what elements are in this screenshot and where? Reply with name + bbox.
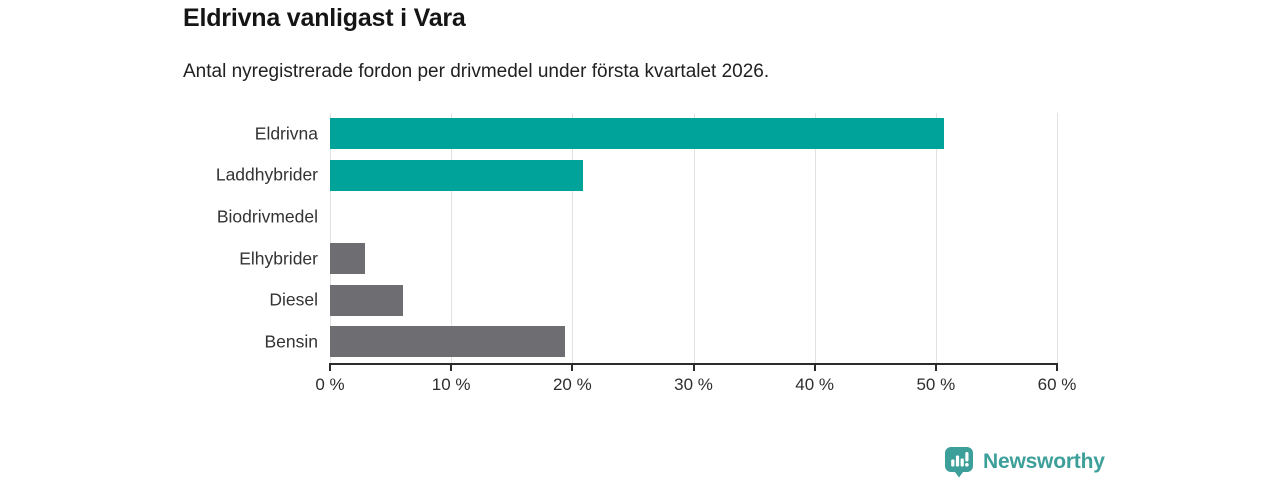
x-tick-label: 60 % — [1037, 375, 1077, 394]
bar-row: Diesel — [269, 280, 1057, 322]
x-tick-label: 40 % — [795, 375, 835, 394]
x-axis-line — [329, 363, 1058, 365]
gridline — [1057, 113, 1058, 363]
bar — [330, 242, 366, 274]
gridline — [572, 113, 574, 363]
x-tick — [450, 365, 453, 371]
category-label: Elhybrider — [239, 248, 318, 269]
gridline — [814, 113, 816, 363]
gridline — [451, 113, 453, 363]
x-tick — [934, 365, 937, 371]
gridline — [330, 113, 331, 363]
x-tick-label: 10 % — [431, 375, 471, 394]
bar-row: Elhybrider — [239, 238, 1057, 280]
bar-row: Eldrivna — [255, 113, 1057, 155]
gridline — [935, 113, 937, 363]
category-label: Eldrivna — [254, 123, 318, 144]
bar — [330, 159, 584, 191]
x-tick — [571, 365, 574, 371]
bar-row: Laddhybrider — [216, 155, 1057, 197]
bar — [330, 326, 566, 358]
category-label: Laddhybrider — [215, 164, 318, 185]
bar — [330, 118, 945, 149]
newsworthy-logo: Newsworthy — [944, 446, 1105, 478]
x-tick — [1056, 365, 1058, 371]
x-tick-label: 50 % — [916, 375, 956, 394]
x-tick-label: 30 % — [674, 375, 713, 394]
x-tick — [329, 365, 331, 371]
chart-subtitle: Antal nyregistrerade fordon per drivmede… — [183, 61, 770, 82]
x-tick-label: 0 % — [315, 375, 345, 394]
x-tick-label: 20 % — [552, 375, 592, 394]
bar-row: Biodrivmedel — [217, 196, 1057, 238]
category-label: Biodrivmedel — [216, 206, 318, 227]
category-label: Diesel — [269, 289, 318, 310]
bar-row: Bensin — [264, 321, 1057, 363]
bar-rows: Eldrivna Laddhybrider Biodrivmedel Elhybrid… — [216, 113, 1057, 363]
x-tick — [813, 365, 816, 371]
category-label: Bensin — [264, 331, 318, 352]
newsworthy-logo-text: Newsworthy — [983, 450, 1105, 473]
gridline — [693, 113, 695, 363]
newsworthy-logo-icon — [945, 447, 973, 478]
plot-area: Eldrivna Laddhybrider Biodrivmedel Elhybrid… — [216, 113, 1076, 394]
x-tick — [692, 365, 695, 371]
bar — [330, 284, 403, 316]
chart-title: Eldrivna vanligast i Vara — [183, 4, 466, 32]
